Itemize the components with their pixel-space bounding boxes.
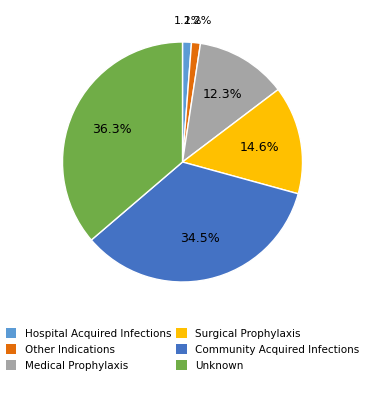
Wedge shape bbox=[62, 42, 182, 240]
Legend: Hospital Acquired Infections, Other Indications, Medical Prophylaxis, Surgical P: Hospital Acquired Infections, Other Indi… bbox=[1, 323, 364, 376]
Wedge shape bbox=[182, 43, 278, 162]
Text: 34.5%: 34.5% bbox=[180, 232, 219, 245]
Text: 36.3%: 36.3% bbox=[92, 123, 131, 136]
Text: 14.6%: 14.6% bbox=[239, 141, 279, 154]
Text: 1.2%: 1.2% bbox=[184, 16, 213, 26]
Wedge shape bbox=[91, 162, 298, 282]
Wedge shape bbox=[182, 42, 200, 162]
Text: 1.2%: 1.2% bbox=[174, 16, 202, 26]
Text: 12.3%: 12.3% bbox=[203, 88, 242, 102]
Wedge shape bbox=[182, 42, 192, 162]
Wedge shape bbox=[182, 90, 303, 194]
